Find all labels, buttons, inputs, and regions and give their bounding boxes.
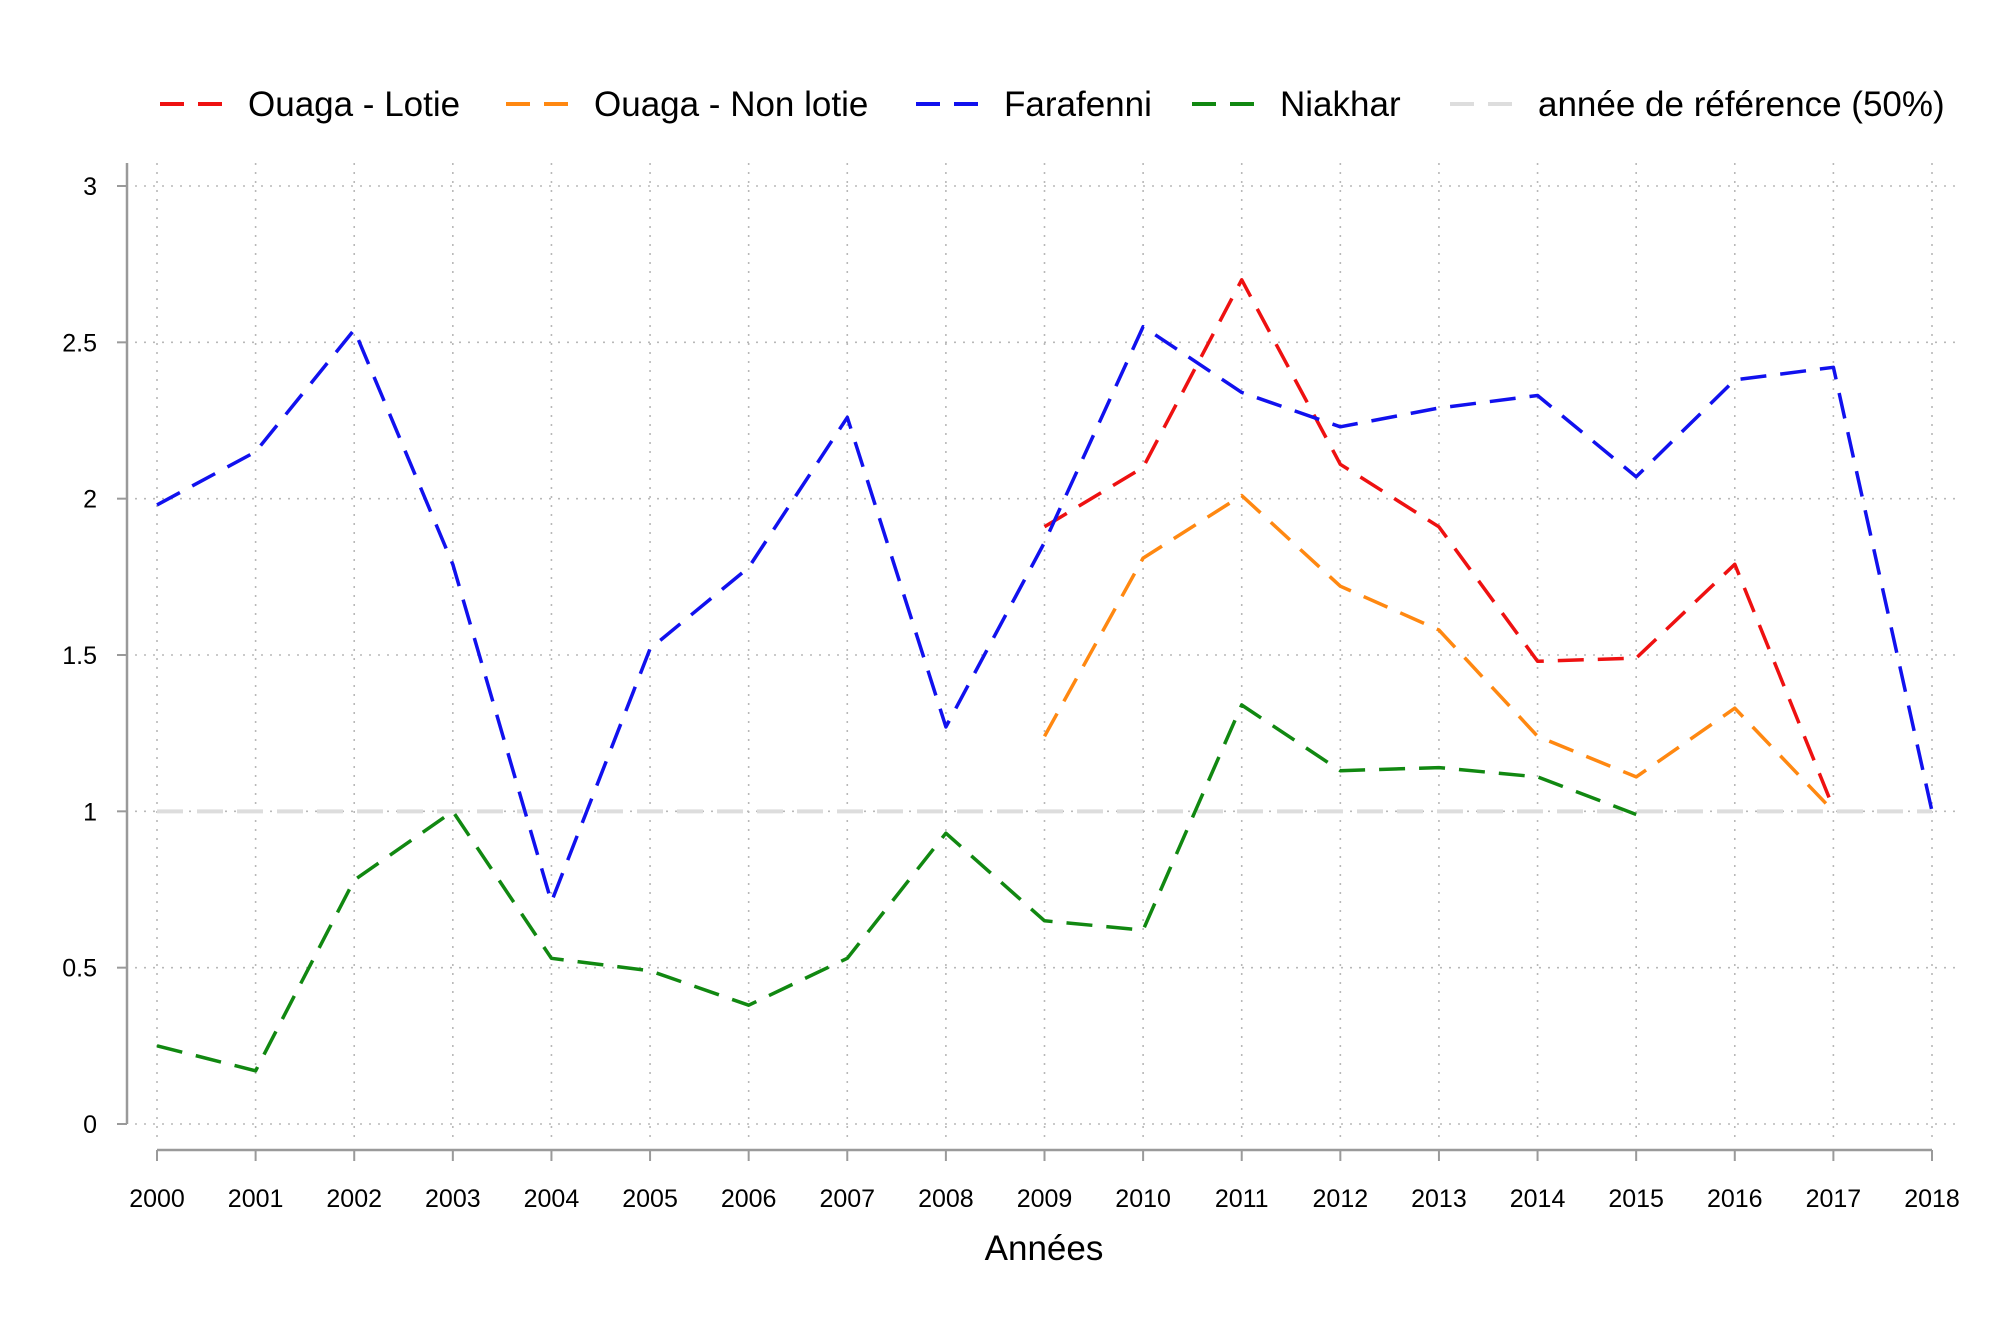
legend-label-ann-e-de-r-f-rence-50: année de référence (50%) (1538, 85, 1945, 124)
x-tick-label: 2004 (524, 1185, 580, 1213)
y-tick-label: 1.5 (62, 642, 97, 670)
x-tick-label: 2003 (425, 1185, 481, 1213)
x-tick-label: 2015 (1608, 1185, 1664, 1213)
x-tick-label: 2005 (622, 1185, 678, 1213)
x-tick-label: 2002 (326, 1185, 382, 1213)
legend-label-ouaga-non-lotie: Ouaga - Non lotie (594, 85, 868, 124)
legend-label-ouaga-lotie: Ouaga - Lotie (248, 85, 460, 124)
series-line-niakhar (156, 703, 1637, 1073)
x-tick-label: 2013 (1411, 1185, 1467, 1213)
y-tick-label: 0 (83, 1111, 97, 1139)
series-line-farafenni (156, 324, 1934, 904)
grid (135, 163, 1962, 1143)
x-tick-label: 2006 (721, 1185, 777, 1213)
legend: Ouaga - Lotie Ouaga - Non lotie Farafenni N… (160, 85, 1945, 124)
x-tick-label: 2011 (1215, 1185, 1269, 1213)
x-tick-label: 2009 (1017, 1185, 1073, 1213)
x-tick-label: 2014 (1510, 1185, 1566, 1213)
x-tick-label: 2000 (129, 1185, 185, 1213)
x-axis-title: Années (985, 1229, 1104, 1268)
x-tick-label: 2001 (228, 1185, 284, 1213)
y-tick-label: 0.5 (62, 955, 97, 983)
x-tick-label: 2007 (819, 1185, 875, 1213)
y-tick-label: 1 (83, 798, 97, 826)
x-tick-label: 2017 (1806, 1185, 1862, 1213)
series-line-ouaga-non-lotie (1042, 493, 1835, 813)
x-tick-label: 2018 (1904, 1185, 1960, 1213)
legend-label-farafenni: Farafenni (1004, 85, 1152, 124)
x-tick-label: 2016 (1707, 1185, 1763, 1213)
x-tick-label: 2010 (1115, 1185, 1171, 1213)
y-tick-label: 2 (83, 486, 97, 514)
series-line-ouaga-lotie (1043, 278, 1836, 809)
x-tick-label: 2008 (918, 1185, 974, 1213)
axes: 0 0.5 1 1.5 2 2.5 3 2000 2001 2002 2003 2004 2005 200… (62, 163, 1960, 1213)
series-group (156, 278, 1934, 1073)
legend-label-niakhar: Niakhar (1280, 85, 1401, 124)
y-tick-label: 2.5 (62, 329, 97, 357)
x-tick-label: 2012 (1313, 1185, 1369, 1213)
y-tick-label: 3 (83, 173, 97, 201)
